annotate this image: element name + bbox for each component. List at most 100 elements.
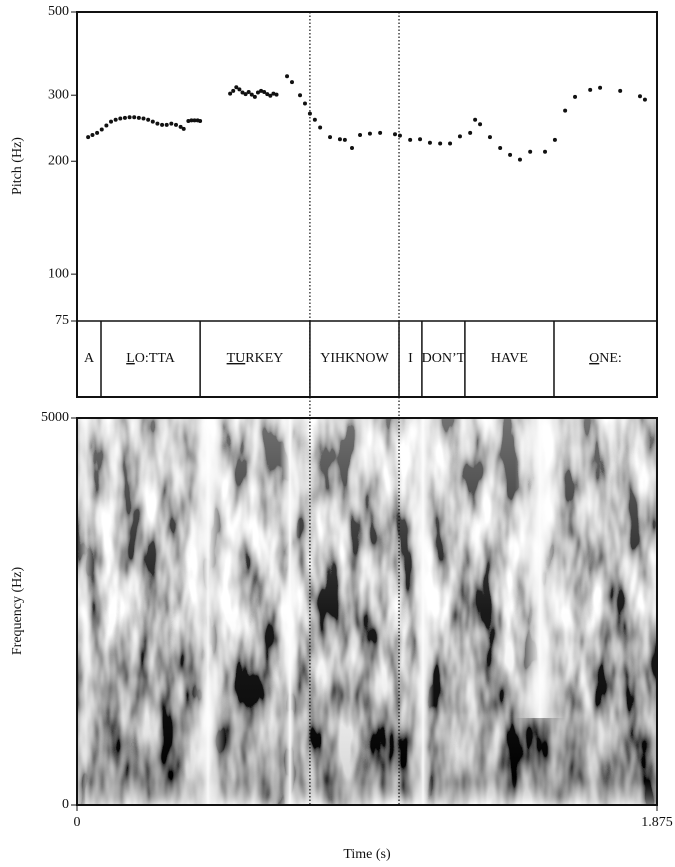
pitch-point — [173, 122, 178, 127]
pitch-point — [358, 132, 363, 137]
tier-label: DON’T — [422, 351, 466, 366]
tier-label-part: L — [126, 351, 135, 366]
x-axis-label: Time (s) — [343, 847, 391, 862]
pitch-point — [478, 122, 483, 127]
pitch-point — [598, 85, 603, 90]
x-tick-label: 1.875 — [641, 815, 673, 830]
pitch-point — [234, 85, 239, 90]
pitch-point — [508, 152, 513, 157]
pitch-point — [637, 94, 642, 99]
pitch-point — [86, 135, 91, 140]
y-tick-label: 200 — [48, 153, 69, 168]
pitch-point — [274, 92, 279, 97]
y-tick-label: 75 — [55, 313, 69, 328]
pitch-point — [468, 130, 473, 135]
pitch-point — [160, 122, 165, 127]
pitch-point — [265, 92, 270, 97]
pitch-point — [252, 94, 257, 99]
spectrogram-frame — [76, 417, 658, 806]
spectrogram-image — [77, 418, 657, 805]
tier-label-part: A — [84, 351, 95, 366]
pitch-point — [150, 119, 155, 124]
y-tick-label: 500 — [48, 4, 69, 19]
pitch-point — [367, 131, 372, 136]
pitch-point — [563, 108, 568, 113]
pitch-point — [141, 116, 146, 121]
tier-label-part: DON’T — [422, 351, 466, 366]
pitch-point — [289, 80, 294, 85]
x-tick-label: 0 — [74, 815, 81, 830]
pitch-point — [113, 117, 118, 122]
pitch-point — [189, 118, 194, 123]
pitch-point — [438, 141, 443, 146]
pitch-point — [109, 119, 114, 124]
pitch-point — [228, 91, 233, 96]
pitch-point — [90, 132, 95, 137]
pitch-point — [155, 121, 160, 126]
pitch-point — [498, 145, 503, 150]
pitch-point — [132, 115, 137, 120]
pitch-point — [528, 149, 533, 154]
pitch-point — [448, 141, 453, 146]
pitch-point — [573, 94, 578, 99]
pitch-point — [118, 116, 123, 121]
tier-label-part: O:TTA — [135, 351, 176, 366]
pitch-point — [186, 119, 191, 124]
pitch-point — [122, 115, 127, 120]
pitch-point — [337, 137, 342, 142]
pitch-point — [298, 93, 303, 98]
pitch-point — [237, 87, 242, 92]
pitch-point — [95, 130, 100, 135]
tier-label-part: O — [589, 351, 599, 366]
pitch-point — [328, 135, 333, 140]
y-tick-label: 0 — [62, 797, 69, 812]
y-tick-label: 100 — [48, 266, 69, 281]
pitch-point — [164, 122, 169, 127]
pitch-point — [312, 117, 317, 122]
pitch-point — [255, 90, 260, 95]
pitch-point — [318, 125, 323, 130]
tier-label: TURKEY — [227, 351, 284, 366]
tier-label: YIHKNOW — [320, 351, 389, 366]
pitch-point — [427, 140, 432, 145]
pitch-point — [588, 87, 593, 92]
tier-label: A — [84, 351, 95, 366]
pitch-point — [392, 132, 397, 137]
pitch-point — [418, 137, 423, 142]
tier-label-part: TU — [227, 351, 246, 366]
tier-label-part: NE: — [599, 351, 622, 366]
pitch-point — [246, 89, 251, 94]
y-axis-label: Pitch (Hz) — [10, 137, 25, 195]
pitch-point — [249, 92, 254, 97]
pitch-frame — [76, 11, 658, 398]
pitch-point — [342, 137, 347, 142]
pitch-point — [378, 130, 383, 135]
pitch-point — [517, 157, 522, 162]
tier-label-part: I — [408, 351, 413, 366]
pitch-point — [231, 88, 236, 93]
pitch-point — [457, 134, 462, 139]
pitch-point — [552, 137, 557, 142]
tier-label-part: RKEY — [245, 351, 283, 366]
pitch-point — [302, 101, 307, 106]
pitch-point — [178, 124, 183, 129]
pitch-point — [104, 123, 109, 128]
tier-label: I — [408, 351, 413, 366]
y-tick-label: 5000 — [41, 410, 69, 425]
tier-label: LO:TTA — [126, 351, 176, 366]
pitch-point — [349, 145, 354, 150]
pitch-point — [169, 121, 174, 126]
pitch-point — [146, 117, 151, 122]
pitch-point — [192, 118, 197, 123]
pitch-point — [181, 126, 186, 131]
pitch-point — [136, 115, 141, 120]
tier-label-part: HAVE — [491, 351, 528, 366]
pitch-point — [543, 149, 548, 154]
tier-label-part: YIHKNOW — [320, 351, 389, 366]
y-tick-label: 300 — [48, 87, 69, 102]
pitch-point — [99, 127, 104, 132]
pitch-point — [271, 91, 276, 96]
pitch-point — [285, 74, 290, 79]
pitch-point — [618, 88, 623, 93]
